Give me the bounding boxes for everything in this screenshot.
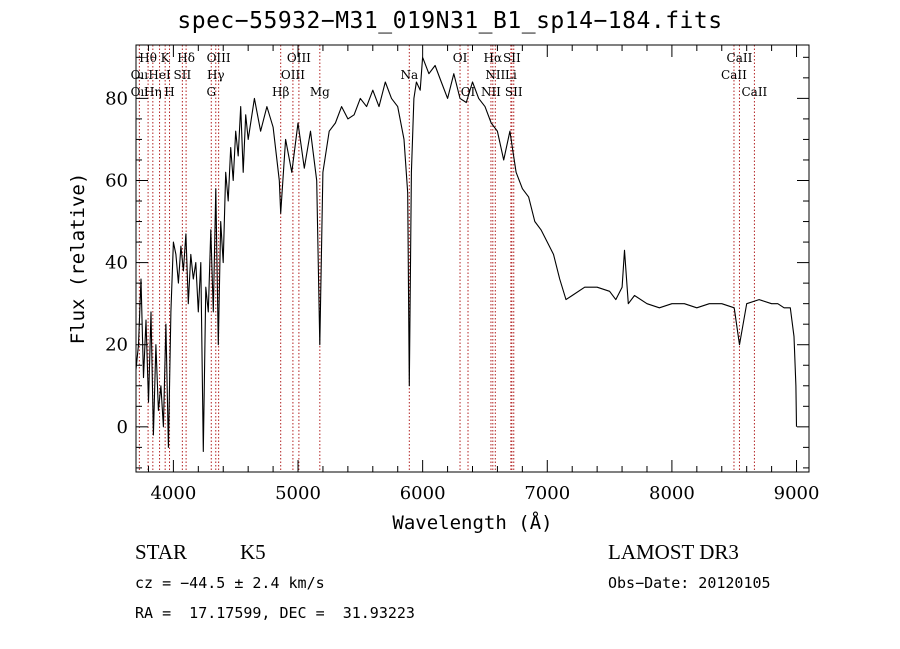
line-annotation-22: Li xyxy=(505,68,517,82)
y-tick-label: 80 xyxy=(105,88,128,109)
line-annotation-1: Oıı xyxy=(131,68,149,82)
line-annotation-27: CaII xyxy=(741,85,767,99)
line-annotation-24: SII xyxy=(505,85,523,99)
y-tick-label: 0 xyxy=(117,417,128,438)
line-annotation-26: CaII xyxy=(721,68,747,82)
line-annotation-9: OIII xyxy=(207,51,231,65)
line-annotation-13: OIII xyxy=(281,68,305,82)
coordinates: RA = 17.17599, DEC = 31.93223 xyxy=(135,604,415,622)
y-axis-label: Flux (relative) xyxy=(67,173,89,345)
line-annotation-16: Na xyxy=(400,68,418,82)
observation-date: Obs−Date: 20120105 xyxy=(608,574,771,592)
line-annotation-21: NII xyxy=(485,68,505,82)
spectrum-line-0 xyxy=(135,56,798,453)
line-annotation-0: Hθ xyxy=(139,51,157,65)
line-annotation-6: H xyxy=(164,85,174,99)
line-annotation-19: Hα xyxy=(484,51,503,65)
survey-name: LAMOST DR3 xyxy=(608,540,739,564)
y-tick-label: 40 xyxy=(105,253,128,274)
x-tick-label: 7000 xyxy=(524,483,570,504)
line-annotation-3: K xyxy=(161,51,171,65)
x-tick-label: 5000 xyxy=(275,483,321,504)
line-annotation-14: Hβ xyxy=(272,85,289,99)
y-tick-label: 60 xyxy=(105,170,128,191)
line-annotation-4: HeI xyxy=(148,68,171,82)
line-annotation-20: SII xyxy=(503,51,521,65)
line-annotation-11: G xyxy=(206,85,216,99)
x-tick-label: 8000 xyxy=(649,483,695,504)
x-tick-label: 9000 xyxy=(774,483,820,504)
line-annotation-8: SII xyxy=(174,68,192,82)
line-annotation-2: Oıı xyxy=(131,85,149,99)
spectrum-chart: 4000 5000 6000 7000 8000 9000 0 20 40 60 80 Wavelen… xyxy=(67,44,820,534)
line-annotation-10: Hγ xyxy=(207,68,225,82)
x-tick-label: 6000 xyxy=(400,483,446,504)
chart-title: spec−55932−M31_019N31_B1_sp14−184.fits xyxy=(177,8,723,34)
line-annotation-17: OI xyxy=(453,51,468,65)
line-annotation-15: Mg xyxy=(310,85,330,99)
line-annotation-18: OI xyxy=(461,85,476,99)
plot-frame xyxy=(135,44,810,473)
line-annotation-5: Hη xyxy=(144,85,162,99)
line-annotation-7: Hδ xyxy=(177,51,195,65)
y-tick-label: 20 xyxy=(105,335,128,356)
x-axis-label: Wavelength (Å) xyxy=(392,511,552,534)
line-annotation-12: OIII xyxy=(287,51,311,65)
object-subclass: K5 xyxy=(240,540,266,564)
x-tick-label: 4000 xyxy=(150,483,196,504)
redshift-cz: cz = −44.5 ± 2.4 km/s xyxy=(135,574,325,592)
object-class: STAR xyxy=(135,540,187,564)
line-annotation-23: NII xyxy=(481,85,501,99)
line-annotation-25: CaII xyxy=(727,51,753,65)
